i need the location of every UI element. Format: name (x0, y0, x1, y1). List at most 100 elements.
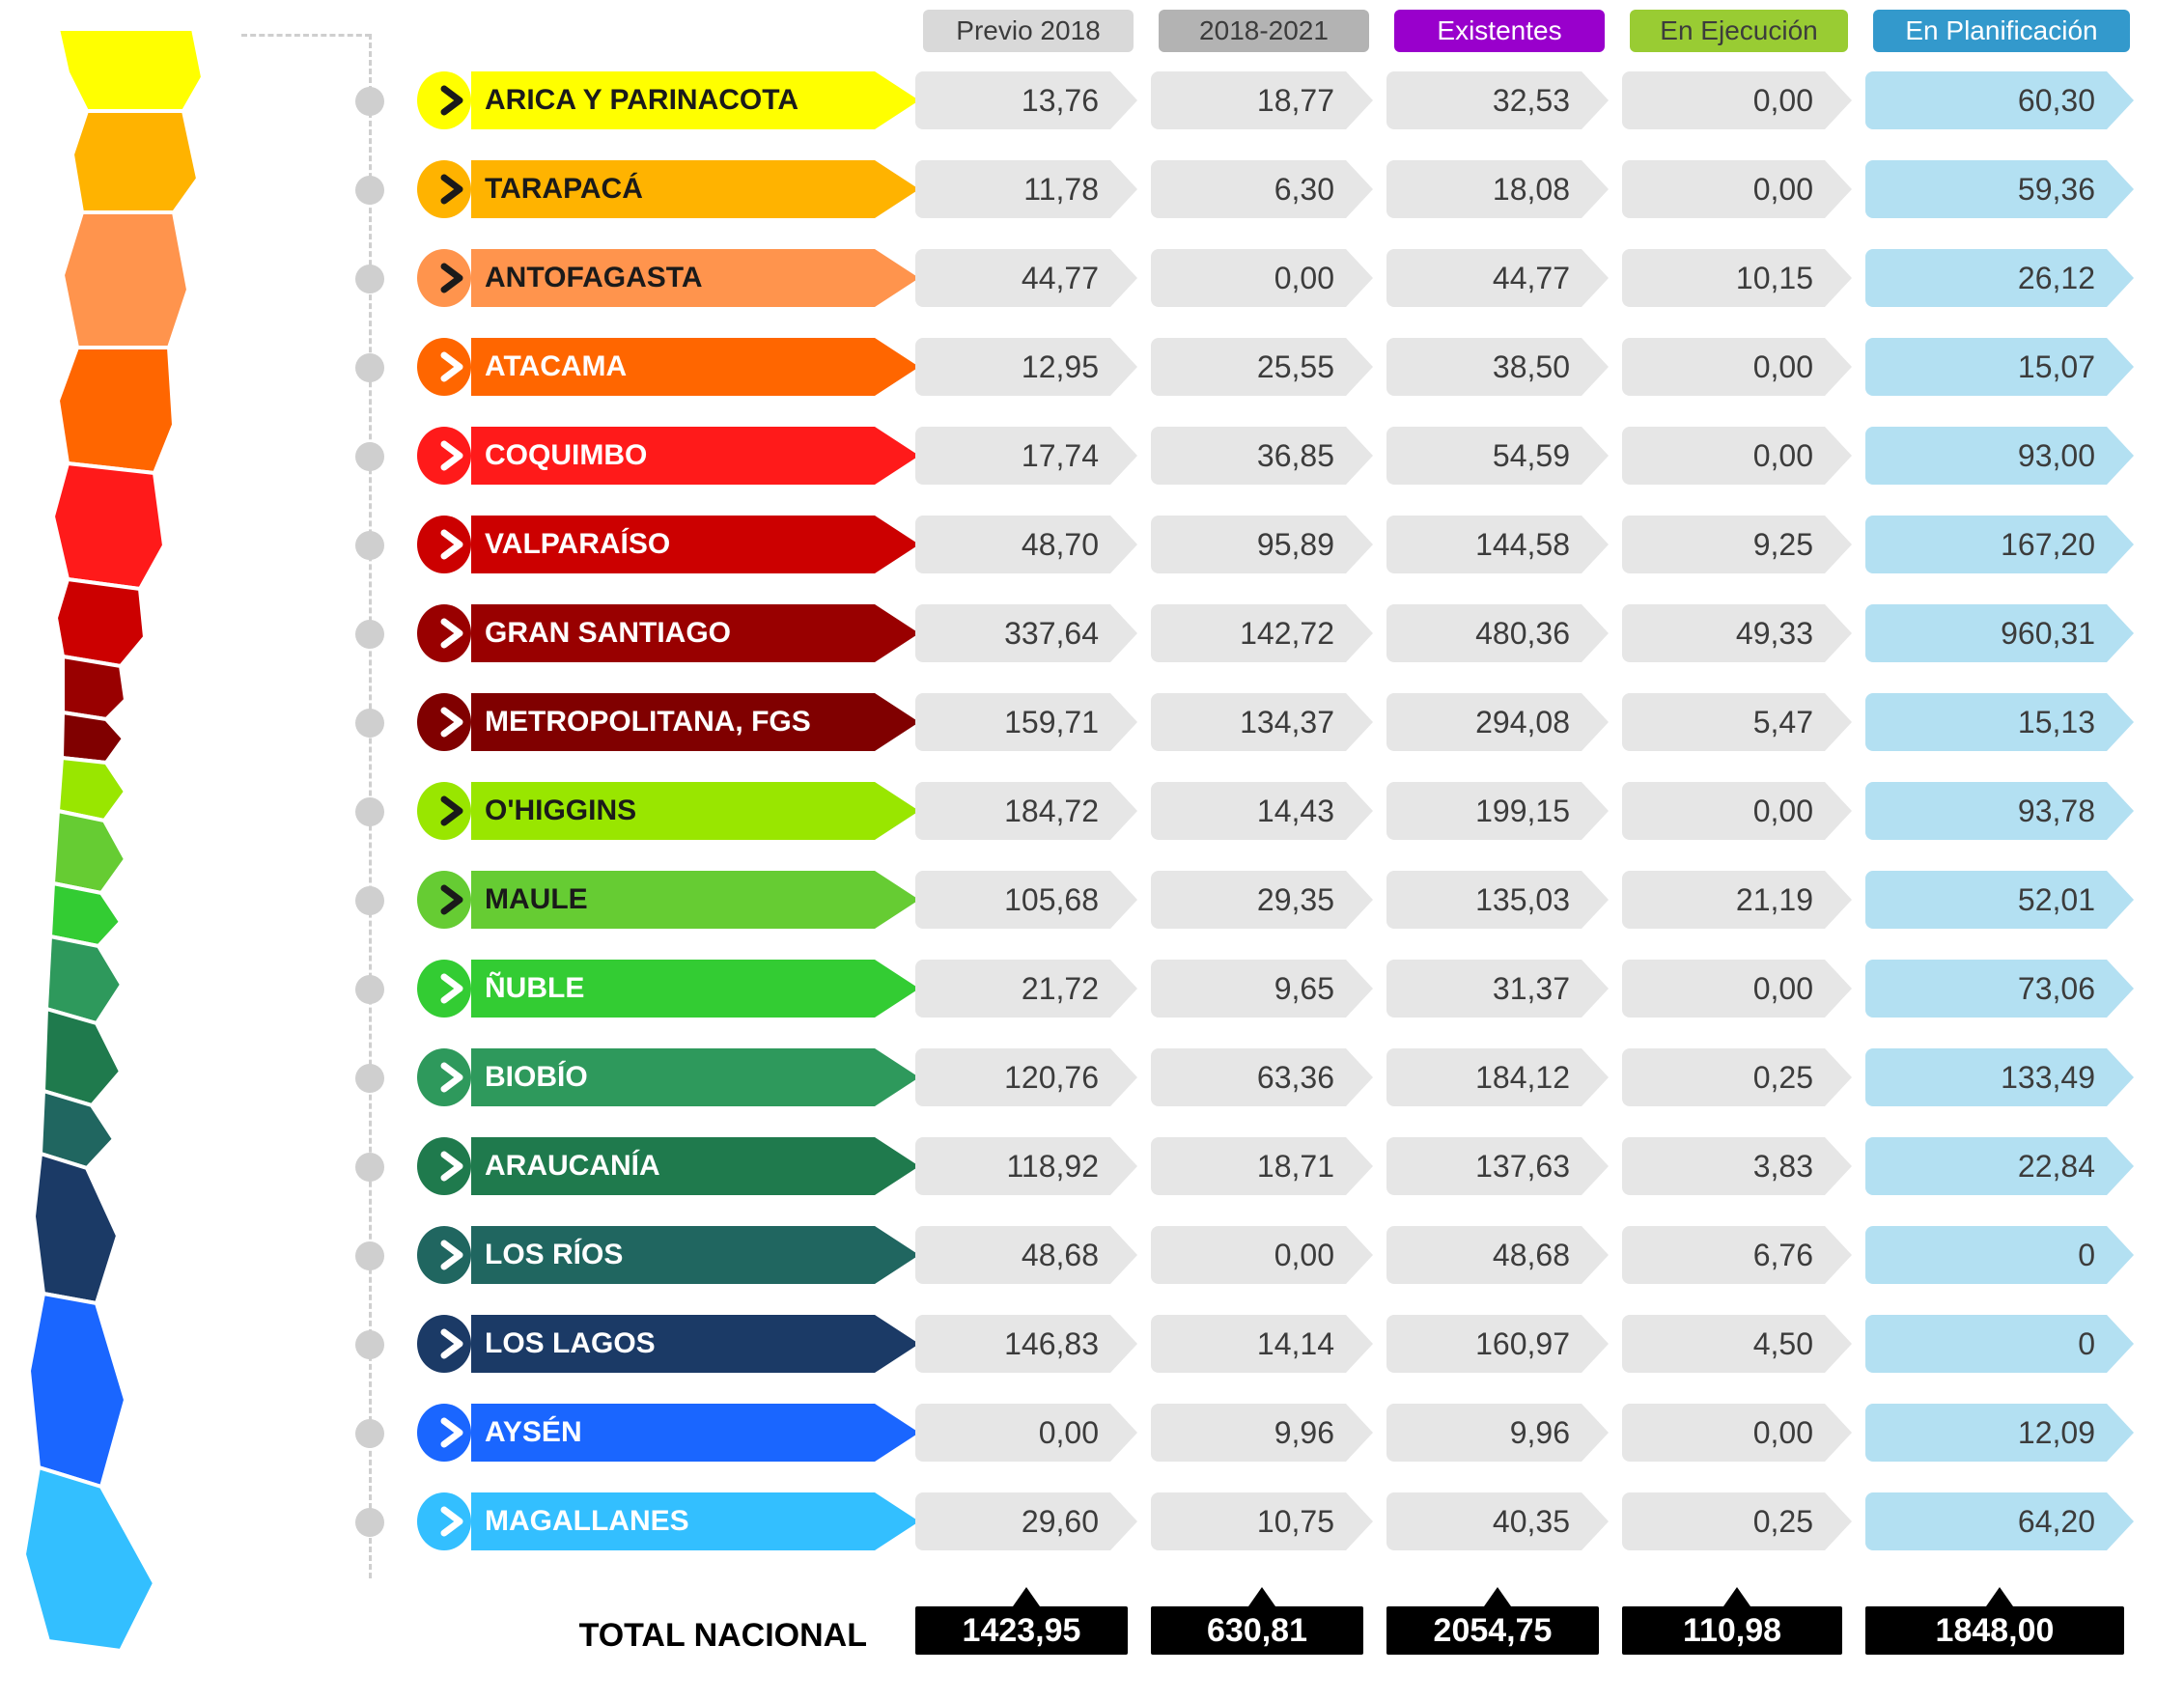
total-value: 630,81 (1151, 1606, 1363, 1655)
rail-dot (355, 797, 384, 826)
value-text: 26,12 (2018, 249, 2095, 307)
value-text: 10,75 (1257, 1492, 1334, 1550)
triangle-up-icon (1013, 1587, 1040, 1606)
rail-dot (355, 975, 384, 1004)
value-cell: 0,00 (1622, 338, 1852, 396)
region-arrow: LOS RÍOS (444, 1226, 898, 1284)
value-cell: 159,71 (915, 693, 1137, 751)
value-cell: 9,65 (1151, 960, 1373, 1018)
value-cell: 120,76 (915, 1048, 1137, 1106)
value-text: 21,72 (1022, 960, 1099, 1018)
value-cell: 137,63 (1386, 1137, 1609, 1195)
total-cell: 1423,95 (915, 1587, 1137, 1655)
value-text: 9,65 (1274, 960, 1334, 1018)
value-cell: 44,77 (1386, 249, 1609, 307)
value-text: 294,08 (1475, 693, 1570, 751)
table-row: AYSÉN0,009,969,960,0012,09 (444, 1404, 2165, 1462)
value-text: 48,68 (1022, 1226, 1099, 1284)
value-text: 0,00 (1753, 960, 1813, 1018)
value-text: 144,58 (1475, 516, 1570, 573)
region-name: O'HIGGINS (485, 782, 898, 840)
value-cell: 18,08 (1386, 160, 1609, 218)
value-cell: 9,96 (1386, 1404, 1609, 1462)
region-arrow: ATACAMA (444, 338, 898, 396)
map-region (34, 1154, 118, 1303)
value-text: 12,09 (2018, 1404, 2095, 1462)
total-value: 2054,75 (1386, 1606, 1599, 1655)
total-label: TOTAL NACIONAL (444, 1617, 915, 1655)
value-cell: 12,95 (915, 338, 1137, 396)
value-cell: 144,58 (1386, 516, 1609, 573)
value-text: 48,70 (1022, 516, 1099, 573)
value-text: 6,76 (1753, 1226, 1813, 1284)
region-arrow: AYSÉN (444, 1404, 898, 1462)
region-name: ANTOFAGASTA (485, 249, 898, 307)
region-arrow: ANTOFAGASTA (444, 249, 898, 307)
value-text: 135,03 (1475, 871, 1570, 929)
table-row: O'HIGGINS184,7214,43199,150,0093,78 (444, 782, 2165, 840)
value-text: 0,00 (1274, 249, 1334, 307)
rail-dot (355, 886, 384, 915)
value-cell: 13,76 (915, 71, 1137, 129)
value-cell: 22,84 (1865, 1137, 2134, 1195)
region-arrow: BIOBÍO (444, 1048, 898, 1106)
value-cell: 15,13 (1865, 693, 2134, 751)
total-cell: 110,98 (1622, 1587, 1852, 1655)
rail-dot (355, 1419, 384, 1448)
value-cell: 0 (1865, 1226, 2134, 1284)
total-value: 1423,95 (915, 1606, 1128, 1655)
chile-map-column (19, 10, 444, 1682)
value-text: 14,43 (1257, 782, 1334, 840)
value-text: 15,13 (2018, 693, 2095, 751)
table-row: MAGALLANES29,6010,7540,350,2564,20 (444, 1492, 2165, 1550)
region-name: MAULE (485, 871, 898, 929)
region-name: COQUIMBO (485, 427, 898, 485)
connector-rail (355, 72, 384, 1578)
value-text: 184,12 (1475, 1048, 1570, 1106)
rail-dot (355, 176, 384, 205)
rail-dot (355, 1508, 384, 1537)
value-text: 0,00 (1753, 427, 1813, 485)
value-cell: 29,60 (915, 1492, 1137, 1550)
value-text: 167,20 (2001, 516, 2095, 573)
table-row: COQUIMBO17,7436,8554,590,0093,00 (444, 427, 2165, 485)
map-region (62, 712, 124, 763)
total-row: TOTAL NACIONAL 1423,95 630,81 2054,75 110,9… (444, 1577, 2165, 1655)
value-cell: 10,75 (1151, 1492, 1373, 1550)
value-cell: 0,00 (1622, 960, 1852, 1018)
rail-dot (355, 87, 384, 116)
map-region (29, 1294, 126, 1487)
table-row: ARAUCANÍA118,9218,71137,633,8322,84 (444, 1137, 2165, 1195)
region-name: TARAPACÁ (485, 160, 898, 218)
connector-arm (241, 34, 371, 39)
region-arrow: GRAN SANTIAGO (444, 604, 898, 662)
value-text: 0,00 (1039, 1404, 1099, 1462)
region-arrow: VALPARAÍSO (444, 516, 898, 573)
value-cell: 0,00 (1151, 1226, 1373, 1284)
value-text: 60,30 (2018, 71, 2095, 129)
value-cell: 40,35 (1386, 1492, 1609, 1550)
value-text: 5,47 (1753, 693, 1813, 751)
value-cell: 480,36 (1386, 604, 1609, 662)
value-text: 18,71 (1257, 1137, 1334, 1195)
region-arrow: ARICA Y PARINACOTA (444, 71, 898, 129)
value-cell: 14,14 (1151, 1315, 1373, 1373)
value-text: 3,83 (1753, 1137, 1813, 1195)
value-text: 9,96 (1510, 1404, 1570, 1462)
value-text: 0 (2078, 1315, 2095, 1373)
region-name: ARAUCANÍA (485, 1137, 898, 1195)
rail-dot (355, 531, 384, 560)
page: Previo 20182018-2021ExistentesEn Ejecuci… (0, 0, 2184, 1701)
table-row: TARAPACÁ11,786,3018,080,0059,36 (444, 160, 2165, 218)
value-cell: 3,83 (1622, 1137, 1852, 1195)
map-region (43, 1009, 121, 1105)
region-arrow: ARAUCANÍA (444, 1137, 898, 1195)
value-cell: 0,25 (1622, 1492, 1852, 1550)
col-header-1: 2018-2021 (1159, 10, 1369, 52)
value-cell: 18,71 (1151, 1137, 1373, 1195)
total-cell: 630,81 (1151, 1587, 1373, 1655)
value-text: 73,06 (2018, 960, 2095, 1018)
value-text: 337,64 (1004, 604, 1099, 662)
value-text: 0,25 (1753, 1048, 1813, 1106)
map-region (63, 212, 188, 348)
